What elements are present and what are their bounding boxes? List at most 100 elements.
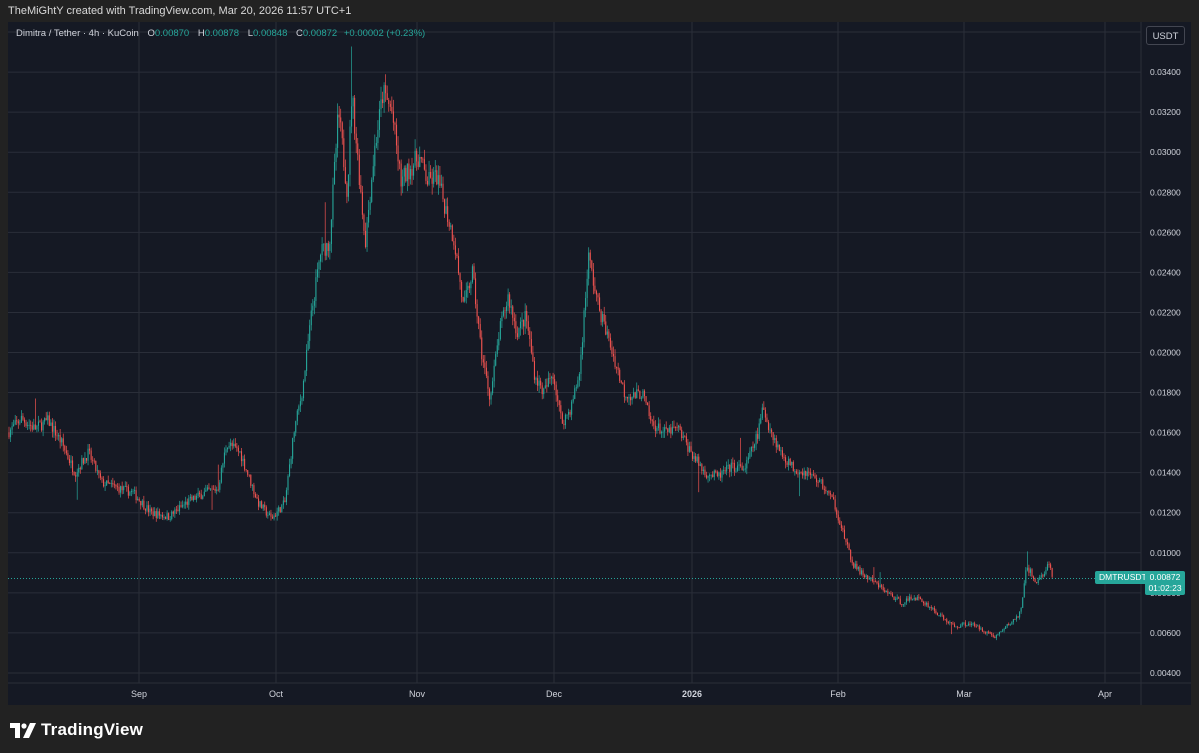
candle-body: [239, 451, 241, 453]
candle-body: [208, 487, 210, 490]
candle-body: [1039, 576, 1041, 580]
candle-body: [216, 489, 218, 491]
candle-body: [964, 622, 966, 626]
candle-body: [178, 505, 181, 512]
candle-body: [585, 297, 587, 311]
candle-body: [456, 254, 458, 257]
candle-body: [377, 129, 379, 144]
candle-body: [789, 458, 791, 466]
price-chart[interactable]: 0.004000.006000.008000.010000.012000.014…: [8, 22, 1191, 705]
candle-body: [270, 513, 272, 517]
candle-body: [912, 599, 914, 601]
candle-body: [289, 464, 291, 477]
candle-body: [1042, 575, 1044, 577]
candle-body: [940, 614, 942, 616]
candle-body: [1019, 611, 1021, 618]
candle-body: [107, 480, 109, 484]
candle-body: [943, 615, 945, 620]
close-label: C: [296, 28, 303, 39]
candle-body: [78, 467, 80, 473]
candle-body: [248, 474, 250, 476]
candle-body: [671, 426, 673, 434]
currency-button[interactable]: USDT: [1146, 26, 1185, 45]
candle-body: [651, 420, 653, 422]
candle-body: [268, 513, 270, 516]
candle-body: [488, 388, 491, 400]
candle-body: [602, 314, 604, 323]
candle-body: [402, 176, 404, 187]
candle-body: [606, 331, 608, 335]
candle-body: [808, 471, 810, 473]
candle-body: [797, 473, 799, 475]
candle-body: [87, 448, 89, 461]
candle-body: [321, 244, 323, 255]
candle-body: [256, 497, 258, 499]
candle-body: [1028, 567, 1030, 573]
candle-body: [544, 385, 546, 389]
candle-body: [205, 489, 207, 492]
candle-body: [913, 598, 915, 600]
candle-body: [750, 446, 752, 452]
candle-body: [557, 395, 559, 401]
low-label: L: [247, 28, 254, 39]
candle-body: [382, 99, 384, 104]
candle-body: [188, 498, 190, 505]
candle-body: [262, 504, 264, 509]
candle-body: [578, 373, 580, 381]
candle-body: [676, 427, 678, 428]
chart-area[interactable]: 0.004000.006000.008000.010000.012000.014…: [8, 22, 1191, 705]
candle-body: [267, 515, 269, 517]
candle-body: [397, 145, 399, 162]
candle-body: [998, 631, 1000, 635]
candle-body: [512, 306, 514, 318]
y-tick-label: 0.00600: [1150, 628, 1181, 638]
candle-body: [885, 590, 887, 593]
candle-body: [634, 392, 636, 399]
candle-body: [258, 498, 260, 507]
candle-body: [484, 362, 486, 368]
high-label: H: [197, 28, 205, 39]
tradingview-brand[interactable]: TradingView: [10, 720, 143, 740]
candle-body: [437, 175, 439, 185]
candle-body: [337, 114, 339, 148]
candle-body: [58, 435, 60, 437]
candle-body: [656, 427, 658, 432]
candle-body: [440, 183, 442, 186]
y-tick-label: 0.01200: [1150, 508, 1181, 518]
candle-body: [182, 505, 184, 507]
candle-body: [1012, 619, 1014, 623]
candle-body: [144, 509, 146, 511]
candle-body: [82, 458, 84, 464]
candle-body: [698, 456, 700, 466]
candle-body: [670, 427, 672, 434]
candle-body: [941, 614, 943, 616]
candle-body: [560, 405, 562, 414]
candle-body: [485, 367, 487, 376]
candle-body: [831, 494, 833, 498]
candle-body: [335, 147, 337, 163]
candle-body: [837, 514, 839, 521]
candle-body: [168, 513, 170, 520]
candle-body: [879, 585, 881, 588]
candle-body: [54, 425, 57, 436]
candle-body: [1034, 578, 1036, 583]
candle-body: [137, 498, 139, 501]
candle-body: [859, 566, 861, 575]
candle-body: [298, 406, 300, 411]
candle-body: [905, 598, 907, 603]
candle-body: [400, 163, 402, 187]
candle-body: [171, 511, 173, 520]
candle-body: [673, 426, 675, 428]
candle-body: [916, 596, 918, 601]
candle-body: [363, 214, 365, 231]
candle-body: [13, 424, 15, 427]
candle-body: [690, 446, 692, 452]
candle-body: [549, 377, 551, 379]
candle-body: [637, 389, 639, 391]
candle-body: [84, 457, 86, 464]
candle-body: [217, 489, 219, 491]
candle-body: [890, 592, 892, 594]
candle-body: [692, 451, 694, 459]
candle-body: [938, 615, 940, 617]
candle-body: [354, 97, 356, 134]
